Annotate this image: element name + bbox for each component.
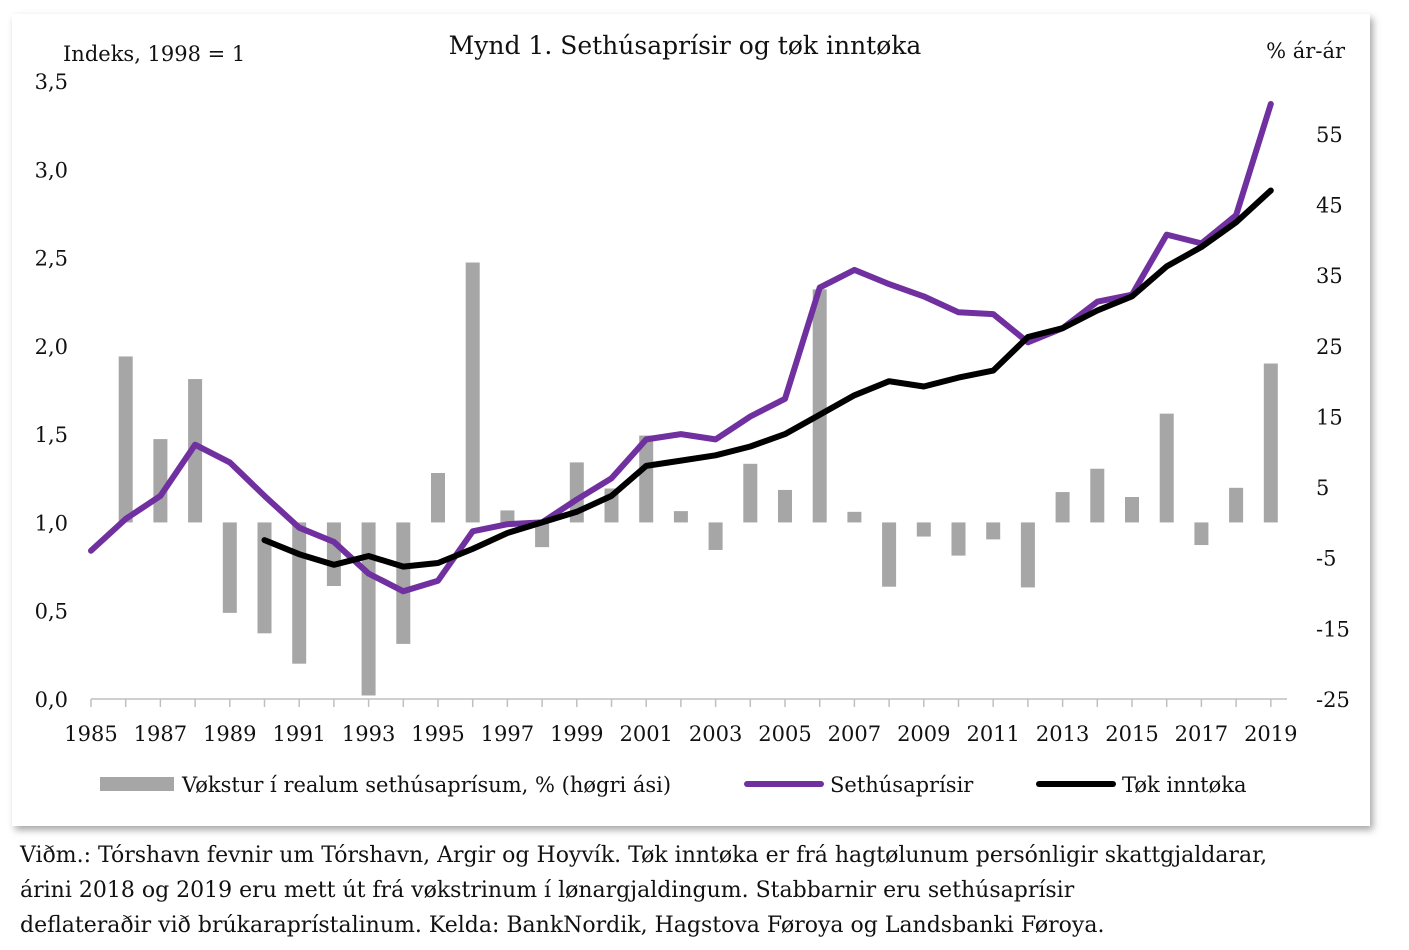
right-tick-label: 25 — [1316, 335, 1343, 359]
bar — [188, 379, 203, 523]
footnote-line: Viðm.: Tórshavn fevnir um Tórshavn, Argi… — [20, 843, 1268, 868]
right-tick-label: 35 — [1316, 264, 1343, 288]
x-tick-label: 2001 — [619, 722, 672, 746]
x-axis-ticks: 1985 1987 1989 1991 1993 1995 1997 1999 2001 2003… — [64, 722, 1297, 746]
footnote-line: deflateraðir við brúkaraprístalinum. Kel… — [20, 913, 1105, 938]
legend-swatch-bar — [100, 777, 174, 791]
right-tick-label: -5 — [1316, 547, 1336, 571]
x-axis — [90, 698, 1287, 707]
bar — [847, 511, 862, 523]
bar — [431, 472, 445, 523]
bar — [257, 522, 272, 634]
chart-card: Mynd 1. Sethúsaprísir og tøk inntøka Ind… — [12, 14, 1370, 826]
x-tick-label: 2003 — [689, 722, 742, 746]
x-tick-label: 1993 — [342, 722, 395, 746]
bar-series — [118, 262, 1278, 696]
bar — [708, 522, 723, 550]
left-tick-label: 0,5 — [35, 600, 68, 624]
x-tick-label: 2015 — [1105, 722, 1158, 746]
left-axis-label: Indeks, 1998 = 1 — [63, 42, 245, 66]
bar — [153, 439, 168, 523]
right-tick-label: 15 — [1316, 405, 1343, 429]
left-tick-label: 2,5 — [35, 247, 68, 271]
right-axis-label: % ár-ár — [1266, 39, 1346, 63]
right-axis-ticks: -25 -15 -5 5 15 25 35 45 55 — [1316, 123, 1350, 712]
x-tick-label: 1985 — [64, 722, 117, 746]
bar — [986, 522, 1001, 540]
chart: Mynd 1. Sethúsaprísir og tøk inntøka Ind… — [35, 31, 1350, 797]
x-tick-label: 1987 — [134, 722, 187, 746]
bar — [1194, 522, 1209, 546]
bar — [222, 522, 237, 613]
left-tick-label: 3,0 — [35, 158, 68, 182]
bar — [778, 489, 792, 523]
bar — [916, 522, 931, 537]
chart-title: Mynd 1. Sethúsaprísir og tøk inntøka — [449, 31, 922, 60]
bar — [118, 356, 133, 523]
footnote-line: árini 2018 og 2019 eru mett út frá vøkst… — [20, 878, 1075, 903]
right-tick-label: 5 — [1316, 476, 1329, 500]
bar — [951, 522, 966, 556]
right-tick-label: 45 — [1316, 194, 1343, 218]
bar — [743, 463, 758, 523]
legend-label: Tøk inntøka — [1122, 773, 1247, 797]
bar — [292, 522, 307, 664]
footnote: Viðm.: Tórshavn fevnir um Tórshavn, Argi… — [20, 838, 1390, 943]
left-axis-ticks: 0,0 0,5 1,0 1,5 2,0 2,5 3,0 3,5 — [35, 70, 68, 712]
right-tick-label: -25 — [1316, 688, 1350, 712]
x-tick-label: 2013 — [1036, 722, 1089, 746]
bar — [465, 262, 480, 523]
x-tick-label: 2017 — [1175, 722, 1228, 746]
bar — [1263, 363, 1278, 523]
bar — [1125, 497, 1139, 523]
x-tick-label: 2005 — [758, 722, 811, 746]
bar — [882, 522, 897, 587]
x-tick-label: 1997 — [481, 722, 534, 746]
left-tick-label: 3,5 — [35, 70, 68, 94]
series-line — [261, 187, 1274, 570]
bar — [1055, 492, 1070, 523]
left-tick-label: 2,0 — [35, 335, 68, 359]
bar — [535, 522, 550, 548]
bar — [361, 522, 376, 696]
bar — [396, 522, 411, 644]
legend-label: Sethúsaprísir — [830, 773, 974, 797]
bar — [1090, 468, 1105, 523]
left-tick-label: 0,0 — [35, 688, 68, 712]
bar — [1229, 487, 1244, 523]
bar — [500, 510, 515, 523]
bar — [326, 522, 341, 586]
left-tick-label: 1,5 — [35, 423, 68, 447]
line-series — [88, 101, 1274, 595]
legend: Vøkstur í realum sethúsaprísum, % (høgri… — [100, 773, 1247, 797]
bar — [673, 511, 688, 523]
bar — [812, 289, 827, 523]
bar — [1159, 413, 1174, 523]
x-tick-label: 2009 — [897, 722, 950, 746]
x-tick-label: 1995 — [411, 722, 464, 746]
bar — [1020, 522, 1035, 588]
x-tick-label: 1991 — [272, 722, 325, 746]
bar — [639, 435, 654, 523]
x-tick-label: 2011 — [966, 722, 1019, 746]
x-tick-label: 2019 — [1244, 722, 1297, 746]
x-tick-label: 1999 — [550, 722, 603, 746]
legend-label: Vøkstur í realum sethúsaprísum, % (høgri… — [181, 773, 671, 797]
right-tick-label: 55 — [1316, 123, 1343, 147]
x-tick-label: 2007 — [828, 722, 881, 746]
right-tick-label: -15 — [1316, 617, 1350, 641]
x-tick-label: 1989 — [203, 722, 256, 746]
left-tick-label: 1,0 — [35, 511, 68, 535]
